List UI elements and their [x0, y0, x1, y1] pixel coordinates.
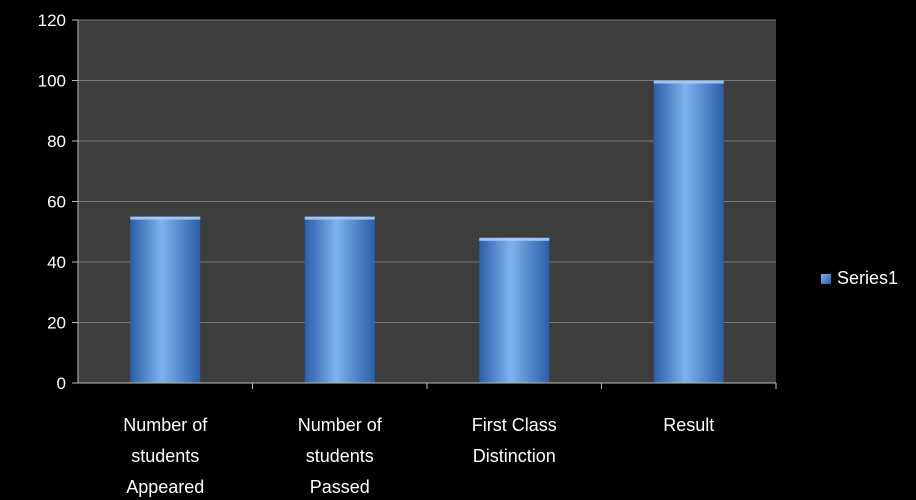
x-category-label: students	[306, 446, 374, 466]
x-category-label: Number of	[123, 415, 208, 435]
x-category-label: Number of	[298, 415, 383, 435]
y-tick-label: 60	[47, 193, 66, 212]
bar-top-highlight	[304, 216, 375, 220]
bar-top-highlight	[130, 216, 201, 220]
y-tick-labels: 0 20 40 60 80 100 120	[38, 11, 66, 393]
bar	[653, 80, 724, 383]
y-tick-label: 40	[47, 253, 66, 272]
bar	[479, 237, 550, 383]
legend: Series1	[821, 268, 898, 288]
x-category-label: students	[131, 446, 199, 466]
y-tick-label: 0	[57, 374, 66, 393]
y-tick-label: 100	[38, 72, 66, 91]
legend-swatch	[821, 274, 831, 284]
bar	[130, 216, 201, 383]
bars	[130, 80, 724, 383]
y-tick-label: 80	[47, 132, 66, 151]
bar	[304, 216, 375, 383]
y-tick-label: 20	[47, 314, 66, 333]
x-category-label: Appeared	[126, 477, 204, 497]
x-category-label: Distinction	[473, 446, 556, 466]
x-category-labels: Number of students Appeared Number of studen…	[123, 415, 714, 497]
legend-label: Series1	[837, 268, 898, 288]
x-category-label: First Class	[472, 415, 557, 435]
y-tick-label: 120	[38, 11, 66, 30]
x-category-label: Result	[663, 415, 714, 435]
axes	[72, 19, 777, 389]
x-category-label: Passed	[310, 477, 370, 497]
bar-top-highlight	[653, 80, 724, 84]
bar-top-highlight	[479, 237, 550, 241]
